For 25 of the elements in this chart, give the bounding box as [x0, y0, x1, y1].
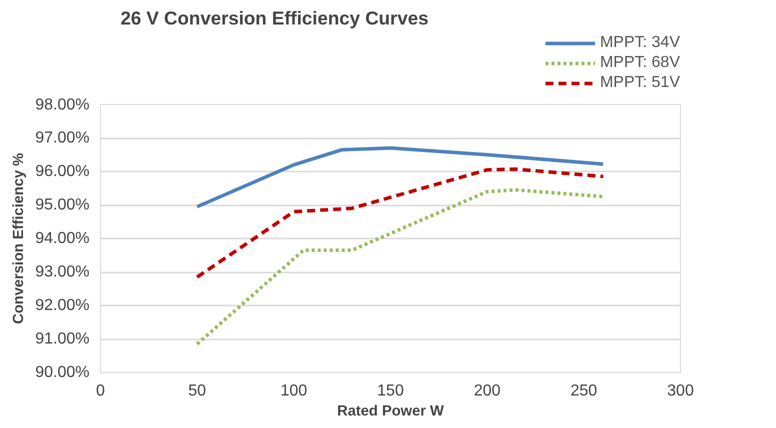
legend-label: MPPT: 68V: [600, 54, 680, 72]
x-tick-label: 50: [188, 382, 206, 400]
y-tick-label: 95.00%: [35, 196, 90, 214]
line-series: [195, 167, 605, 279]
line-series: [195, 188, 605, 346]
y-tick-label: 90.00%: [35, 364, 90, 381]
x-tick-label: 200: [474, 382, 501, 400]
y-tick-label: 96.00%: [35, 163, 90, 180]
y-tick-label: 94.00%: [35, 230, 90, 247]
legend-label: MPPT: 34V: [600, 34, 680, 52]
x-tick-label: 100: [280, 382, 308, 400]
y-tick-label: 91.00%: [35, 330, 90, 348]
y-tick-label: 92.00%: [35, 297, 90, 314]
x-axis-title: Rated Power W: [337, 404, 444, 420]
x-tick-label: 0: [96, 382, 106, 400]
y-axis-title: Conversion Efficiency %: [11, 152, 28, 324]
y-tick-label: 93.00%: [35, 264, 90, 280]
x-tick-label: 250: [570, 382, 598, 400]
y-tick-label: 97.00%: [35, 130, 90, 146]
y-tick-label: 98.00%: [35, 96, 90, 114]
x-tick-label: 150: [377, 382, 404, 400]
line-series: [195, 146, 605, 208]
legend-label: MPPT: 51V: [600, 74, 680, 92]
x-tick-label: 300: [667, 382, 694, 400]
chart-title: 26 V Conversion Efficiency Curves: [120, 8, 428, 28]
